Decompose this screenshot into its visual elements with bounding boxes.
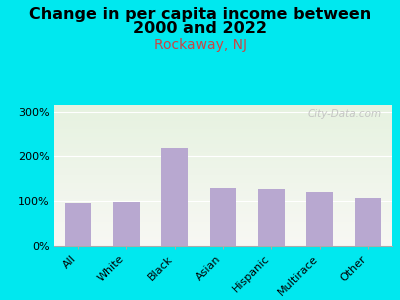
Bar [65,202,92,246]
Bar [354,198,381,246]
Bar [113,202,140,246]
Bar [162,148,188,246]
Bar [210,188,236,246]
Text: Rockaway, NJ: Rockaway, NJ [154,38,246,52]
Text: City-Data.com: City-Data.com [308,109,382,119]
Text: 2000 and 2022: 2000 and 2022 [133,21,267,36]
Bar [306,192,333,246]
Bar [258,189,284,246]
Text: Change in per capita income between: Change in per capita income between [29,8,371,22]
